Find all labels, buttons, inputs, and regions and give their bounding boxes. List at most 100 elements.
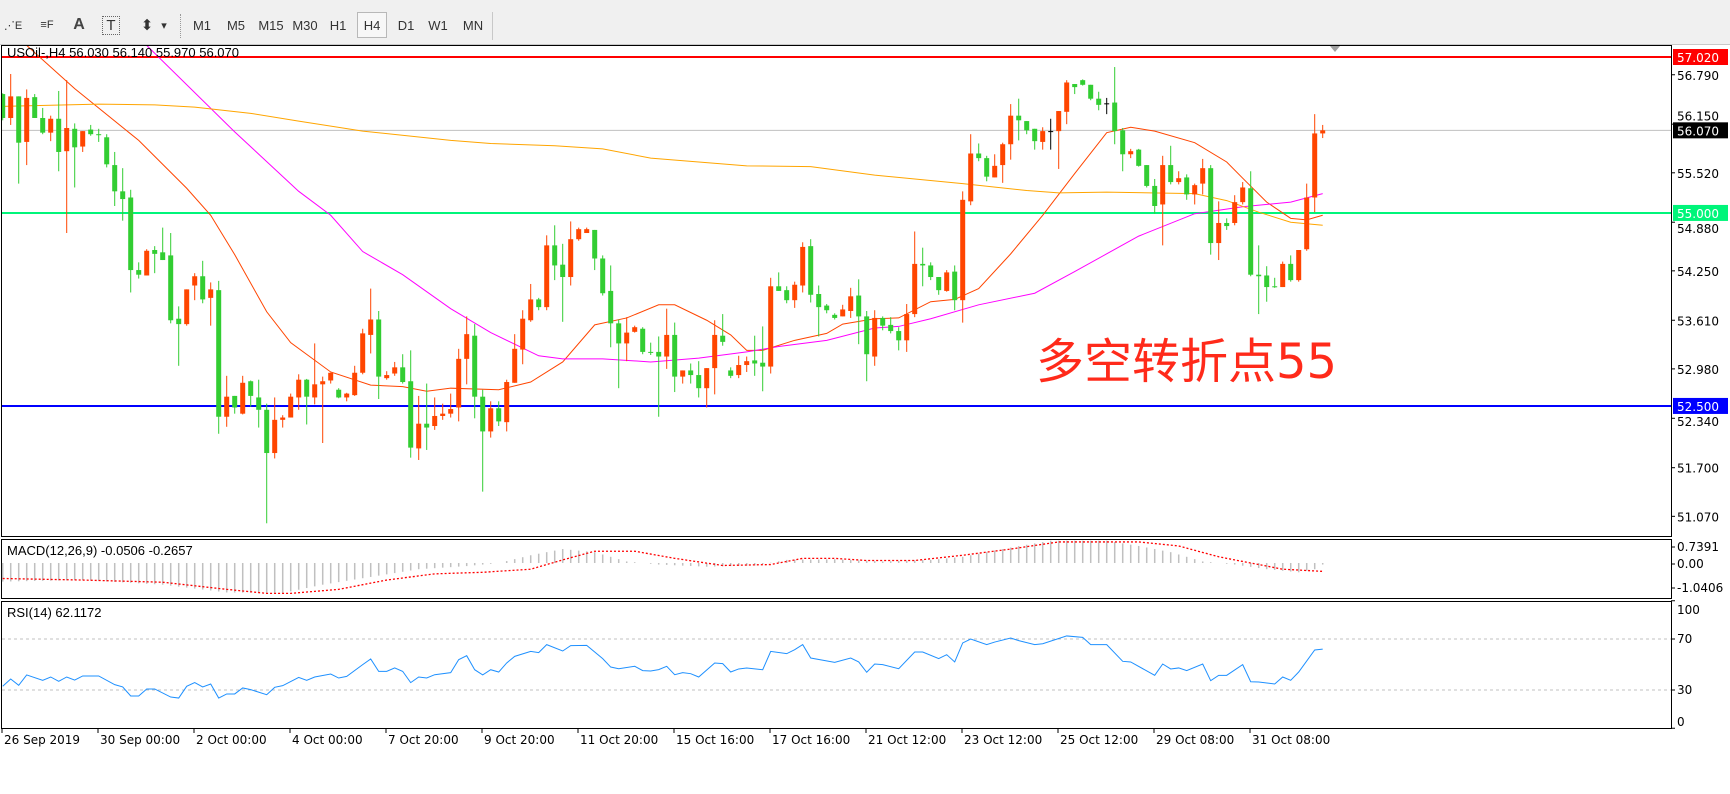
candle-body (488, 408, 494, 432)
timeframe-mn[interactable]: MN (462, 17, 484, 33)
candle-body (632, 327, 638, 332)
candle-body (32, 97, 38, 118)
candle-body (784, 290, 790, 301)
candle-body (312, 384, 318, 398)
rsi-line (2, 635, 1323, 699)
candle-body (576, 229, 582, 240)
candle-body (328, 372, 334, 381)
candle-body (24, 97, 30, 142)
arrows-dropdown-icon[interactable]: ▾ (161, 19, 167, 32)
x-tick-label: 23 Oct 12:00 (964, 733, 1042, 747)
candle-body (1128, 151, 1134, 155)
candle-body (664, 334, 670, 357)
elliott-wave-icon[interactable]: ⋰E (3, 19, 23, 32)
timeframe-h1[interactable]: H1 (329, 17, 347, 33)
timeframe-m1[interactable]: M1 (192, 17, 212, 33)
timeframe-w1[interactable]: W1 (428, 17, 448, 33)
candle-body (160, 252, 166, 261)
y-tick-label: 54.250 (1677, 265, 1719, 279)
candle-body (1296, 250, 1302, 281)
candle-body (1320, 130, 1326, 134)
y-tick-label: 52.980 (1677, 363, 1719, 377)
chart-shift-marker[interactable] (1330, 46, 1340, 52)
rsi-tick-label: 70 (1677, 632, 1692, 646)
candle-body (1200, 168, 1206, 184)
arrows-icon[interactable]: ⬍ (140, 17, 154, 34)
x-tick-label: 11 Oct 20:00 (580, 733, 658, 747)
main-panel-frame (1, 45, 1672, 537)
y-tick-label: 54.880 (1677, 222, 1719, 236)
candle-body (264, 409, 270, 454)
candle-body (760, 362, 766, 367)
candle-body (888, 324, 894, 332)
candle-body (736, 365, 742, 376)
macd-tick-label: 0.00 (1677, 557, 1704, 571)
candle-body (304, 379, 310, 397)
rsi-panel-frame (1, 601, 1672, 729)
candle-body (536, 299, 542, 308)
candle-body (248, 381, 254, 396)
y-tick-label: 56.790 (1677, 69, 1719, 83)
candle-body (344, 393, 350, 398)
candle-body (1032, 128, 1038, 142)
annotation-text: 多空转折点55 (1036, 334, 1337, 390)
candle-body (48, 118, 54, 133)
candle-body (960, 199, 966, 301)
rsi-tick-label: 100 (1677, 603, 1700, 617)
candle-body (1096, 98, 1102, 105)
candle-body (352, 372, 358, 396)
candle-body (40, 117, 46, 133)
chart-header: USOil-,H4 56.030 56.140 55.970 56.070 (7, 45, 239, 60)
candle-body (376, 319, 382, 377)
candle-body (1192, 185, 1198, 195)
timeframe-m5[interactable]: M5 (226, 17, 246, 33)
toolbar-grip[interactable] (180, 14, 184, 38)
candle-body (392, 367, 398, 374)
candle-body (80, 131, 86, 147)
candle-body (1152, 185, 1158, 206)
candle-body (1136, 149, 1142, 166)
price-tag-label: 52.500 (1677, 400, 1719, 414)
x-tick-label: 29 Oct 08:00 (1156, 733, 1234, 747)
candle-body (776, 286, 782, 291)
x-tick-label: 7 Oct 20:00 (388, 733, 459, 747)
candle-body (592, 229, 598, 259)
candle-body (656, 351, 662, 357)
price-tag-bg (1673, 122, 1728, 139)
price-tag-bg (1673, 49, 1728, 65)
candle-body (824, 305, 830, 311)
candle-body (624, 332, 630, 344)
x-tick-label: 26 Sep 2019 (4, 733, 80, 747)
candle-body (200, 276, 206, 300)
candle-body (1048, 131, 1054, 133)
candle-body (1072, 84, 1078, 88)
candle-body (600, 258, 606, 294)
timeframe-d1[interactable]: D1 (397, 17, 415, 33)
text-label-icon[interactable]: T (100, 12, 122, 38)
candle-body (912, 263, 918, 315)
candle-body (528, 299, 534, 321)
y-tick-label: 55.520 (1677, 167, 1719, 181)
candle-body (112, 165, 118, 192)
candle-body (1240, 187, 1246, 203)
timeframe-m30[interactable]: M30 (292, 17, 318, 33)
candle-body (136, 270, 142, 275)
text-icon[interactable]: A (73, 16, 85, 33)
candle-body (1288, 263, 1294, 281)
candle-body (208, 289, 214, 298)
candle-body (840, 309, 846, 317)
timeframe-m15[interactable]: M15 (258, 17, 284, 33)
timeframe-h4[interactable]: H4 (357, 12, 387, 38)
candle-body (1208, 168, 1214, 244)
candle-body (504, 382, 510, 423)
candle-body (1008, 115, 1014, 145)
candle-body (456, 358, 462, 408)
fibonacci-icon[interactable]: ≡F (40, 19, 54, 31)
candle-body (184, 289, 190, 325)
candle-body (1016, 115, 1022, 121)
price-chart[interactable]: 56.790 56.150 55.520 54.880 54.250 53.610 52.9… (0, 45, 1730, 794)
candle-body (448, 409, 454, 414)
candle-body (976, 153, 982, 159)
toolbar: ⋰E ≡F A T ⬍ ▾ M1 M5 M15 M30 H1 H4 D1 W1 … (0, 6, 1730, 45)
candle-body (72, 128, 78, 148)
